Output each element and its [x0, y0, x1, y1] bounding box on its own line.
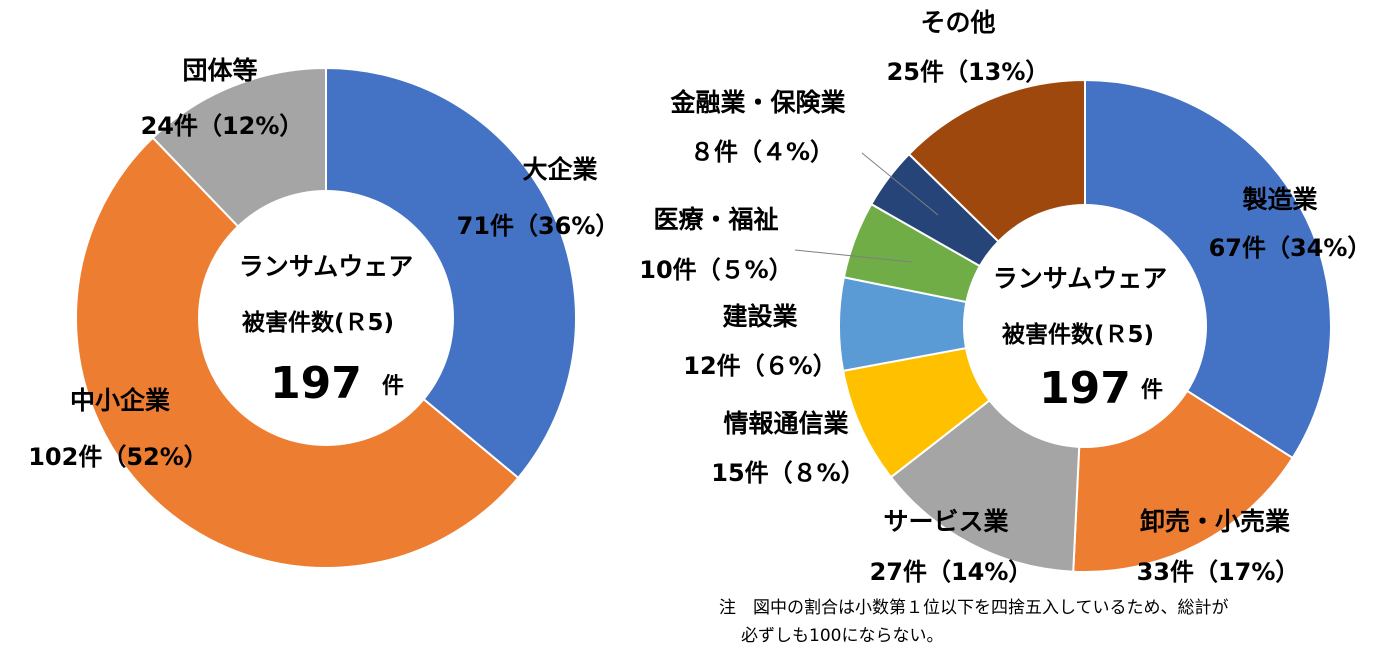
slice-label-finance: 金融業・保険業 — [669, 88, 845, 117]
slice-label-construction: 建設業 — [722, 302, 797, 331]
footnote-line-1: 注 図中の割合は小数第１位以下を四捨五入しているため、総計が — [719, 598, 1229, 618]
slice-value-construction: 12件（６%） — [683, 352, 836, 380]
slice-label-retail: 卸売・小売業 — [1140, 507, 1290, 536]
slice-label-service: サービス業 — [883, 507, 1008, 536]
size-donut-hole — [198, 190, 454, 446]
slice-label-manufacturing: 製造業 — [1241, 185, 1317, 214]
slice-value-sme: 102件（52%） — [28, 443, 208, 471]
slice-large-company — [325, 66, 577, 480]
slice-value-manufacturing: 67件（34%） — [1209, 234, 1372, 262]
slice-value-retail: 33件（17%） — [1137, 558, 1300, 586]
leader-line-medical — [794, 249, 913, 263]
donut-chart-size: ランサムウェア 被害件数(Ｒ5) 197 件 大企業 71件（36%） 中小企業… — [28, 56, 620, 569]
industry-center-total: 197 — [1039, 363, 1131, 414]
industry-donut-hole — [963, 204, 1207, 448]
slice-value-large-company: 71件（36%） — [457, 212, 620, 240]
industry-center-unit: 件 — [1141, 378, 1163, 403]
slice-label-other: その他 — [920, 8, 995, 37]
slice-value-ict: 15件（８%） — [711, 459, 864, 487]
size-center-unit: 件 — [382, 374, 404, 399]
industry-center-title: ランサムウェア — [993, 264, 1168, 293]
industry-center-subtitle: 被害件数(Ｒ5) — [1002, 321, 1154, 348]
donut-chart-industry: ランサムウェア 被害件数(Ｒ5) 197 件 製造業 67件（34%） 卸売・小… — [639, 8, 1371, 586]
slice-label-medical: 医療・福祉 — [653, 205, 778, 234]
slice-label-large-company: 大企業 — [522, 155, 597, 184]
size-center-subtitle: 被害件数(Ｒ5) — [242, 309, 394, 336]
slice-value-finance: ８件（４%） — [690, 138, 834, 166]
slice-label-ict: 情報通信業 — [723, 409, 848, 438]
slice-value-medical: 10件（５%） — [639, 256, 792, 284]
size-center-title: ランサムウェア — [239, 252, 414, 281]
slice-label-sme: 中小企業 — [70, 386, 170, 415]
slice-value-other: 25件（13%） — [887, 58, 1050, 86]
size-center-total: 197 — [270, 358, 362, 409]
slice-value-service: 27件（14%） — [870, 558, 1033, 586]
slice-label-organizations: 団体等 — [182, 56, 257, 85]
leader-line-finance — [861, 152, 939, 216]
footnote-line-2: 必ずしも100にならない。 — [741, 626, 943, 646]
slice-value-organizations: 24件（12%） — [141, 112, 304, 140]
